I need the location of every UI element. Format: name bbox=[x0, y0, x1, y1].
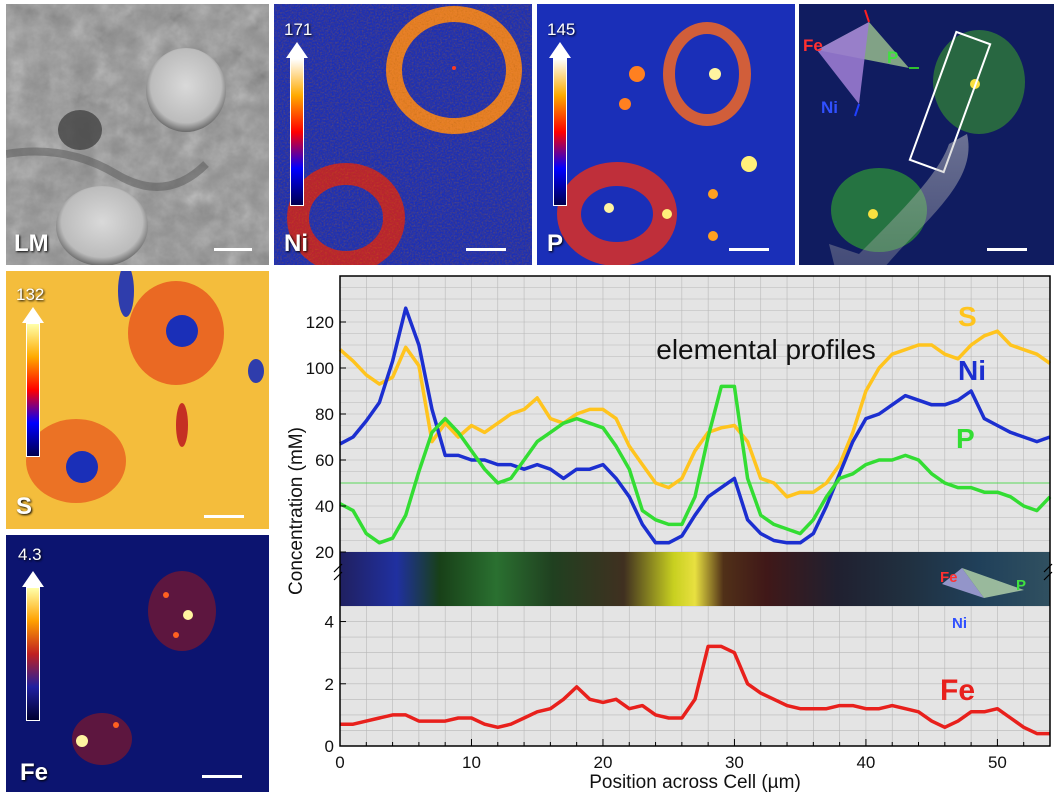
x-tick-label: 30 bbox=[725, 753, 744, 772]
legend-label-ni: Ni bbox=[958, 355, 986, 386]
scale-bar bbox=[729, 248, 769, 251]
strip-p-label: P bbox=[1016, 577, 1026, 594]
rgb-p-label: P bbox=[887, 48, 899, 67]
y-tick-label: 20 bbox=[315, 543, 334, 562]
rgb-ni-label: Ni bbox=[821, 98, 838, 117]
colorbar-arrow-icon bbox=[22, 571, 44, 587]
ni-label: Ni bbox=[284, 230, 308, 257]
colorbar-max-label: 4.3 bbox=[18, 545, 42, 564]
series-line-ni bbox=[339, 306, 1051, 545]
y-tick-label: 120 bbox=[306, 313, 334, 332]
strip-ni-label: Ni bbox=[952, 615, 967, 632]
p-map-image bbox=[537, 4, 795, 265]
y-tick-label: 0 bbox=[325, 737, 334, 756]
x-tick-label: 50 bbox=[988, 753, 1007, 772]
series-line-s bbox=[338, 329, 1052, 499]
scale-bar bbox=[214, 248, 252, 251]
series-line-p bbox=[339, 384, 1052, 545]
rgb-profile-strip bbox=[340, 552, 1050, 606]
fe-map-panel: 4.3 Fe bbox=[6, 535, 269, 792]
y-tick-label: 60 bbox=[315, 451, 334, 470]
x-tick-label: 10 bbox=[462, 753, 481, 772]
rgb-overlay-panel: Fe P Ni bbox=[799, 4, 1054, 265]
colorbar-max-label: 145 bbox=[547, 20, 576, 39]
colorbar-max-label: 171 bbox=[284, 20, 313, 39]
plot-border bbox=[339, 275, 1051, 747]
p-label: P bbox=[547, 230, 564, 257]
fe-label: Fe bbox=[20, 759, 49, 786]
lm-panel: LM bbox=[6, 4, 269, 265]
lm-label: LM bbox=[14, 230, 49, 257]
scale-bar bbox=[204, 515, 244, 518]
p-map-panel: 145 P bbox=[537, 4, 795, 265]
annotation-label: elemental profiles bbox=[656, 334, 875, 365]
s-map-image bbox=[6, 271, 269, 529]
colorbar-arrow-icon bbox=[22, 307, 44, 323]
colorbar-max-label: 132 bbox=[16, 285, 45, 304]
y-tick-label: 40 bbox=[315, 497, 334, 516]
x-axis-label: Position across Cell (µm) bbox=[589, 772, 801, 792]
y-axis-label: Concentration (mM) bbox=[286, 427, 307, 595]
ni-map-panel: 171 Ni bbox=[274, 4, 532, 265]
legend-label-s: S bbox=[958, 301, 977, 332]
y-tick-label: 2 bbox=[325, 675, 334, 694]
scale-bar bbox=[466, 248, 506, 251]
strip-fe-label: Fe bbox=[940, 569, 958, 586]
colorbar-arrow-icon bbox=[286, 42, 308, 58]
rgb-fe-label: Fe bbox=[803, 36, 823, 55]
series-line-fe bbox=[340, 644, 1050, 736]
scale-bar bbox=[202, 775, 242, 778]
s-map-panel: 132 S bbox=[6, 271, 269, 529]
x-tick-label: 40 bbox=[856, 753, 875, 772]
colorbar bbox=[26, 587, 40, 721]
ni-map-image bbox=[274, 4, 532, 265]
colorbar bbox=[553, 58, 567, 206]
colorbar bbox=[26, 323, 40, 457]
legend-label-p: P bbox=[956, 423, 975, 454]
y-tick-label: 4 bbox=[325, 613, 334, 632]
y-tick-label: 100 bbox=[306, 359, 334, 378]
lm-image bbox=[6, 4, 269, 265]
legend-label-fe: Fe bbox=[940, 674, 975, 707]
scale-bar bbox=[987, 248, 1027, 251]
rgb-overlay-image bbox=[799, 4, 1054, 265]
fe-map-image bbox=[6, 535, 269, 792]
x-tick-label: 20 bbox=[594, 753, 613, 772]
colorbar-arrow-icon bbox=[549, 42, 571, 58]
y-tick-label: 80 bbox=[315, 405, 334, 424]
x-tick-label: 0 bbox=[335, 753, 344, 772]
s-label: S bbox=[16, 493, 33, 520]
colorbar bbox=[290, 58, 304, 206]
